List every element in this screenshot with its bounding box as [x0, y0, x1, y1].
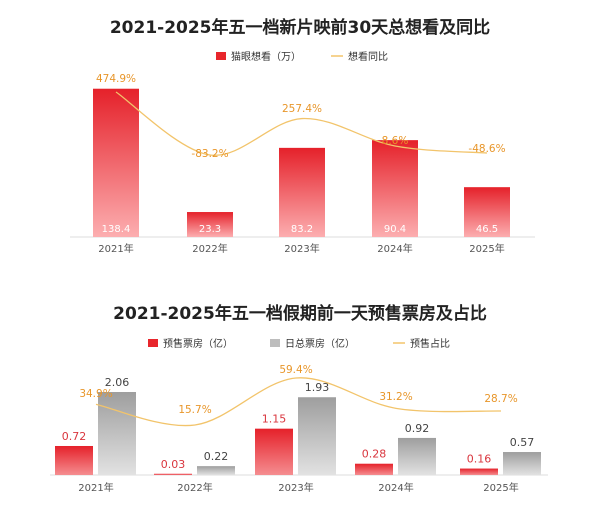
chart1-bar-value: 83.2 — [291, 224, 313, 235]
chart2-presale-bar — [355, 463, 393, 475]
chart1-x-tick-label: 2021年 — [98, 242, 133, 255]
chart2-presale-bar — [55, 445, 93, 475]
chart1-yoy-line — [115, 91, 488, 156]
chart1-bar — [372, 140, 418, 237]
chart2-legend-daily-swatch — [270, 339, 280, 347]
chart2-daily-bar — [197, 466, 235, 475]
chart1-bar-value: 138.4 — [102, 224, 131, 235]
chart1-x-tick-label: 2024年 — [377, 242, 412, 255]
chart1-bar — [279, 147, 325, 237]
chart2-daily-bar — [503, 452, 541, 475]
chart1-yoy-label: 474.9% — [96, 73, 136, 85]
chart2-daily-value: 2.06 — [105, 376, 130, 389]
chart2-ratio-label: 15.7% — [178, 404, 211, 416]
chart1-bar-value: 46.5 — [476, 224, 498, 235]
chart2-ratio-label: 34.9% — [79, 388, 112, 400]
chart2-presale-value: 1.15 — [262, 413, 287, 426]
chart2-daily-value: 1.93 — [305, 381, 330, 394]
chart1-legend-line-label: 想看同比 — [348, 50, 388, 63]
chart2-presale-bar — [460, 468, 498, 475]
chart1-yoy-label: -48.6% — [468, 143, 505, 155]
chart2-legend-daily-label: 日总票房（亿） — [285, 337, 355, 350]
chart1-legend-bar-swatch — [216, 52, 226, 60]
chart2-daily-value: 0.22 — [204, 450, 229, 463]
chart1-bar — [464, 187, 510, 237]
chart2-ratio-line — [95, 377, 502, 427]
chart1-legend-bar-label: 猫眼想看（万） — [231, 50, 301, 63]
chart2-daily-value: 0.57 — [510, 436, 535, 449]
chart2-legend-presale-swatch — [148, 339, 158, 347]
chart1-bar-value: 90.4 — [384, 224, 406, 235]
chart1-x-tick-label: 2023年 — [284, 242, 319, 255]
chart1-yoy-label: -83.2% — [191, 148, 228, 160]
chart1-title: 2021-2025年五一档新片映前30天总想看及同比 — [110, 17, 490, 38]
chart2-daily-bar — [98, 392, 136, 475]
chart1-bar — [93, 88, 139, 237]
chart1-bar — [187, 212, 233, 237]
chart2-presale-value: 0.03 — [161, 458, 186, 471]
chart2-x-tick-label: 2025年 — [483, 481, 518, 494]
chart1-yoy-label: 257.4% — [282, 103, 322, 115]
chart2-presale-bar — [255, 428, 293, 475]
chart2-ratio-label: 28.7% — [484, 393, 517, 405]
chart2-presale-value: 0.72 — [62, 430, 87, 443]
chart1-bar-value: 23.3 — [199, 224, 221, 235]
chart2-daily-value: 0.92 — [405, 422, 430, 435]
chart1-x-tick-label: 2022年 — [192, 242, 227, 255]
chart2-x-tick-label: 2024年 — [378, 481, 413, 494]
chart2-daily-bar — [398, 437, 436, 475]
chart2-title: 2021-2025年五一档假期前一天预售票房及占比 — [113, 303, 487, 324]
chart2-presale-value: 0.28 — [362, 448, 387, 461]
chart1-yoy-label: 8.6% — [382, 135, 409, 147]
chart2-presale-value: 0.16 — [467, 453, 492, 466]
chart2-legend-presale-label: 预售票房（亿） — [163, 337, 233, 350]
chart2-ratio-label: 31.2% — [379, 391, 412, 403]
chart2-legend-ratio-label: 预售占比 — [410, 337, 450, 350]
chart1-x-tick-label: 2025年 — [469, 242, 504, 255]
chart2-ratio-label: 59.4% — [279, 364, 312, 376]
chart2-daily-bar — [298, 397, 336, 475]
chart2-x-tick-label: 2022年 — [177, 481, 212, 494]
chart2-x-tick-label: 2023年 — [278, 481, 313, 494]
chart2-x-tick-label: 2021年 — [78, 481, 113, 494]
chart2-presale-bar — [154, 473, 192, 475]
